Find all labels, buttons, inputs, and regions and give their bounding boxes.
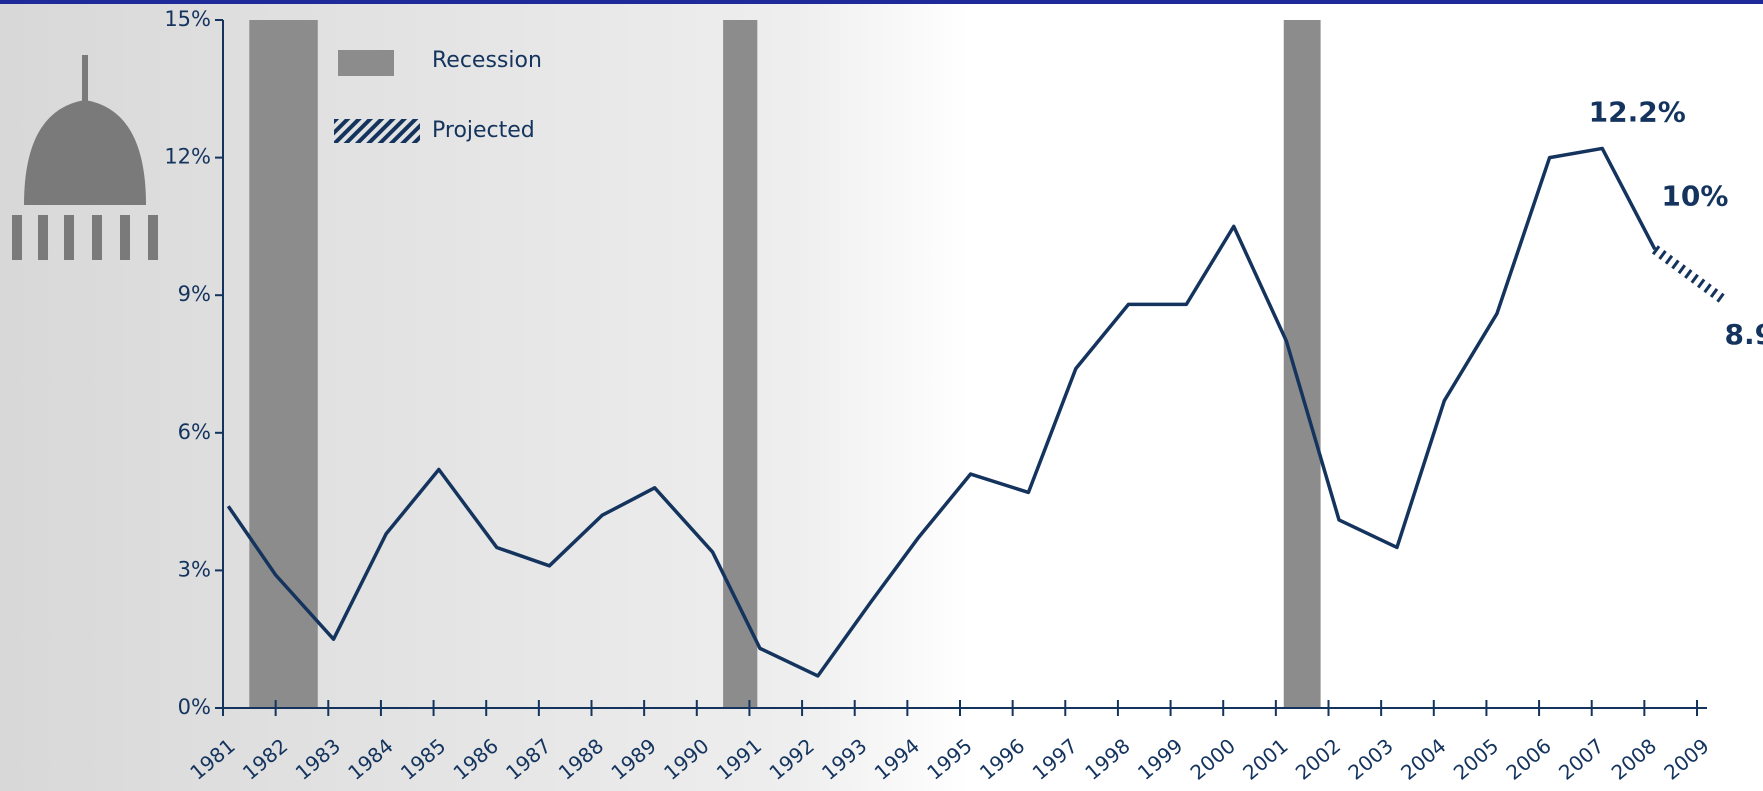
legend-swatch xyxy=(334,119,420,143)
value-label: 12.2% xyxy=(1589,95,1686,128)
legend-label: Recession xyxy=(432,48,542,73)
legend-label: Projected xyxy=(432,118,535,143)
y-tick-label: 9% xyxy=(178,282,211,306)
recession-band xyxy=(1283,20,1321,708)
y-tick-label: 15% xyxy=(164,7,211,31)
recession-band xyxy=(249,20,318,708)
y-tick-label: 3% xyxy=(178,557,211,581)
top-bar xyxy=(0,0,1763,4)
value-label: 8.9% xyxy=(1724,318,1763,351)
dome-icon xyxy=(12,55,158,260)
y-tick-label: 0% xyxy=(178,695,211,719)
legend-swatch xyxy=(338,50,394,76)
y-tick-label: 6% xyxy=(178,420,211,444)
recession-band xyxy=(723,20,758,708)
value-label: 10% xyxy=(1661,179,1728,212)
y-tick-label: 12% xyxy=(164,145,211,169)
data-line xyxy=(226,146,1657,678)
projected-line xyxy=(1651,245,1727,304)
